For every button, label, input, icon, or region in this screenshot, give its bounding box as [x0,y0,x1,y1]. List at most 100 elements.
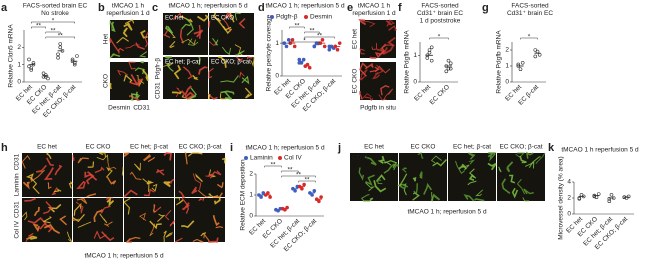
significance-label: ** [36,23,42,30]
data-point [577,197,582,201]
chart-title: FACS-sorted [421,3,459,10]
vessel [185,18,194,36]
vessel [380,44,394,50]
vessel [77,221,92,228]
vessel [144,31,149,48]
panel-label: g [482,2,489,14]
vessel [386,19,395,27]
chart-title: Cd31⁺ brain EC [507,10,553,17]
vessel [205,173,214,178]
vessel [191,186,198,195]
data-point [46,76,50,81]
vessel [383,163,396,174]
significance-bracket [45,31,61,34]
vessel [383,88,394,101]
legend-marker [270,15,274,19]
vessel [101,231,115,242]
vessel [525,151,534,159]
legend-marker [278,156,282,160]
vessel [358,18,367,26]
vessel [30,177,40,195]
panel-label: b [98,2,105,14]
vessel [106,197,115,207]
panel-label: f [398,2,402,14]
vessel [123,74,133,83]
micrograph [175,198,225,242]
vessel [93,230,107,240]
vessel [164,209,172,221]
data-point [43,73,48,77]
vessel [162,29,171,38]
vessel [475,189,484,197]
micrograph [163,57,208,99]
vessel [166,62,174,72]
data-point [29,66,34,70]
y-tick-label: 0 [17,79,21,86]
data-point [337,41,342,45]
vessel [22,181,30,190]
vessel [183,91,195,100]
data-point [56,52,60,57]
legend-label: Desmin [310,14,332,21]
vessel [109,38,120,52]
vessel [151,183,158,192]
vessel [377,178,383,185]
vessel [175,199,184,206]
vessel [72,155,75,162]
data-point [261,191,266,195]
panel-label: a [1,2,8,14]
vessel [47,182,52,190]
vessel [234,44,243,56]
legend-marker [244,156,248,160]
vessel [128,61,136,70]
data-point [290,38,295,42]
tile-label: EC CKO [211,16,234,22]
panel-label: i [230,142,233,154]
vessel [135,42,145,50]
vessel [66,231,73,243]
vessel [359,62,368,77]
y-tick-label: 1 [275,40,279,47]
vessel [401,167,407,173]
significance-bracket [45,36,75,39]
vessel [363,197,374,202]
vessel [208,93,211,99]
micrograph [73,153,123,197]
vessel [467,152,476,160]
data-point [626,194,631,199]
vessel [364,96,374,102]
vessel [219,93,227,100]
vessel [511,187,519,199]
vessel [46,157,54,167]
data-point [292,44,297,49]
vessel [235,50,245,56]
panel-title: tMCAO 1 h [112,3,145,10]
data-point [27,57,31,62]
chart-title: FACS-sorted [511,3,549,10]
vessel [43,167,54,181]
vessel [523,188,534,195]
vessel [54,164,63,176]
stain-label: CD31 [155,82,162,99]
vessel [212,192,223,198]
vessel [123,197,131,215]
vessel [94,166,105,174]
vessel [235,56,244,62]
significance-label: ** [58,33,64,40]
vessel [149,223,156,237]
vessel [123,152,130,158]
vessel [216,182,224,189]
vessel [184,151,188,165]
vessel [198,197,205,202]
column-label: EC CKO [86,144,111,151]
legend-marker [304,15,308,19]
y-tick-label: 0 [275,73,279,80]
significance-bracket [281,170,299,173]
stain-label: CD31 [133,105,150,112]
vessel [77,157,89,164]
vessel [179,15,193,23]
stain-label: Pdgfr-β [155,58,162,80]
vessel [51,187,58,196]
vessel [468,159,476,165]
vessel [173,64,182,80]
